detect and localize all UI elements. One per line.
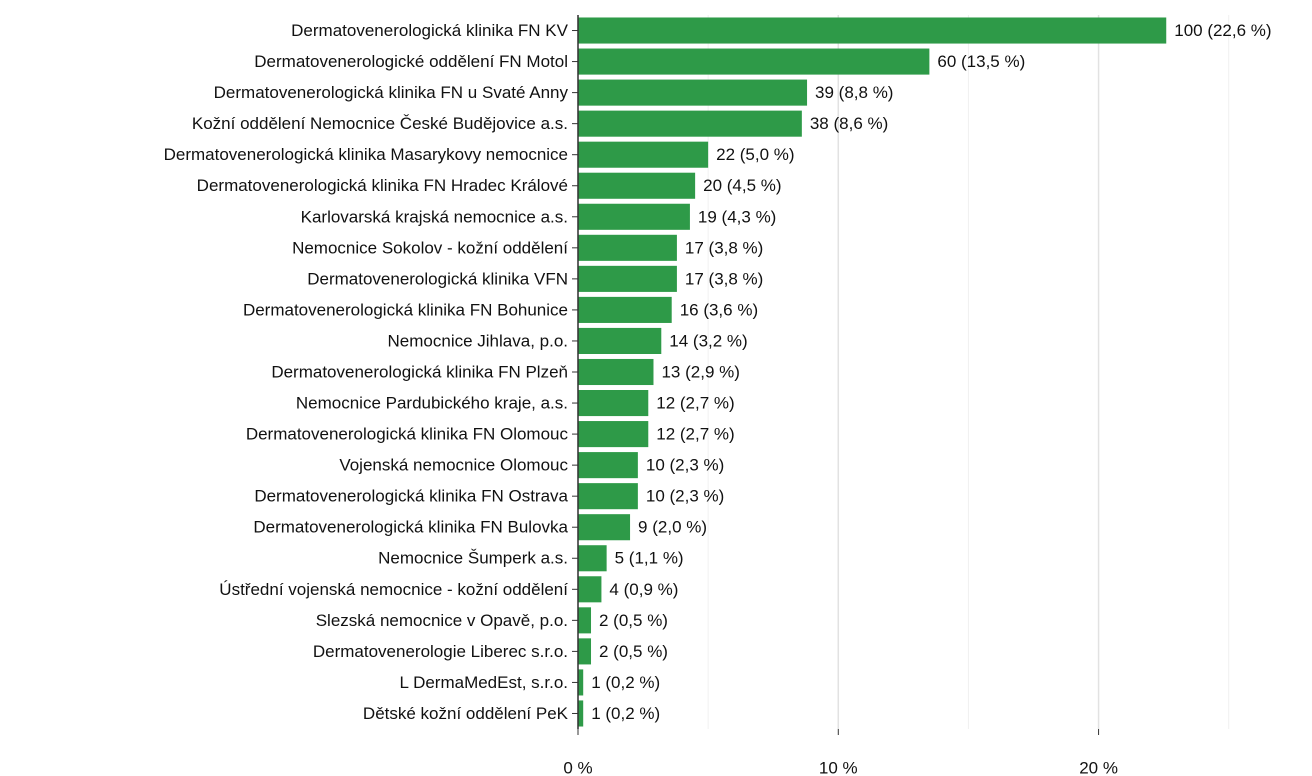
data-label: 1 (0,2 %): [591, 673, 660, 692]
data-label: 100 (22,6 %): [1174, 21, 1271, 40]
bar: [578, 421, 649, 448]
bar: [578, 483, 638, 510]
bar: [578, 265, 677, 292]
data-label: 9 (2,0 %): [638, 518, 707, 537]
data-label: 13 (2,9 %): [661, 362, 739, 381]
y-tick-label: Ústřední vojenská nemocnice - kožní oddě…: [219, 580, 568, 599]
bar: [578, 79, 808, 106]
data-label: 17 (3,8 %): [685, 269, 763, 288]
y-tick-label: Dermatovenerologická klinika VFN: [307, 269, 568, 288]
y-tick-label: Nemocnice Sokolov - kožní oddělení: [292, 238, 568, 257]
y-tick-label: Dermatovenerologická klinika FN Plzeň: [271, 362, 568, 381]
x-tick-label: 10 %: [819, 758, 858, 776]
data-label: 22 (5,0 %): [716, 145, 794, 164]
data-label: 4 (0,9 %): [609, 580, 678, 599]
data-label: 38 (8,6 %): [810, 114, 888, 133]
bar: [578, 296, 672, 323]
data-label: 17 (3,8 %): [685, 238, 763, 257]
x-tick-label: 20 %: [1079, 758, 1118, 776]
y-tick-label: Dermatovenerologická klinika FN u Svaté …: [214, 83, 569, 102]
y-tick-label: Karlovarská krajská nemocnice a.s.: [301, 207, 568, 226]
bar: [578, 669, 584, 696]
data-label: 14 (3,2 %): [669, 331, 747, 350]
bar: [578, 358, 654, 386]
y-tick-label: Dermatovenerologická klinika FN Olomouc: [246, 425, 569, 444]
bar: [578, 141, 709, 168]
bar: [578, 110, 802, 137]
data-label: 5 (1,1 %): [615, 549, 684, 568]
bar: [578, 17, 1167, 44]
data-label: 2 (0,5 %): [599, 642, 668, 661]
data-label: 10 (2,3 %): [646, 456, 724, 475]
bar: [578, 390, 649, 417]
data-label: 16 (3,6 %): [680, 300, 758, 319]
y-tick-label: Dermatovenerologická klinika FN Bohunice: [243, 300, 568, 319]
data-label: 60 (13,5 %): [937, 52, 1025, 71]
y-tick-label: Dětské kožní oddělení PeK: [363, 704, 569, 723]
y-tick-label: Kožní oddělení Nemocnice České Budějovic…: [192, 114, 568, 133]
data-label: 2 (0,5 %): [599, 611, 668, 630]
y-tick-label: Nemocnice Jihlava, p.o.: [388, 331, 568, 350]
data-label: 39 (8,8 %): [815, 83, 893, 102]
data-label: 19 (4,3 %): [698, 207, 776, 226]
bar: [578, 638, 592, 665]
y-tick-label: Nemocnice Šumperk a.s.: [378, 549, 568, 568]
y-tick-label: Dermatovenerologie Liberec s.r.o.: [313, 642, 568, 661]
bar: [578, 327, 662, 354]
bar: [578, 514, 631, 541]
y-tick-label: Dermatovenerologická klinika FN Ostrava: [254, 487, 568, 506]
y-tick-label: Dermatovenerologické oddělení FN Motol: [254, 52, 568, 71]
bar: [578, 452, 638, 479]
bar: [578, 203, 690, 230]
bar: [578, 234, 677, 261]
bar: [578, 700, 584, 727]
y-tick-label: Vojenská nemocnice Olomouc: [339, 456, 568, 475]
y-tick-label: Dermatovenerologická klinika Masarykovy …: [164, 145, 568, 164]
y-tick-label: Dermatovenerologická klinika FN KV: [291, 21, 568, 40]
data-label: 1 (0,2 %): [591, 704, 660, 723]
y-tick-label: Nemocnice Pardubického kraje, a.s.: [296, 394, 568, 413]
y-tick-label: Dermatovenerologická klinika FN Hradec K…: [197, 176, 568, 195]
data-label: 12 (2,7 %): [656, 425, 734, 444]
y-tick-label: Slezská nemocnice v Opavě, p.o.: [316, 611, 568, 630]
y-tick-label: L DermaMedEst, s.r.o.: [400, 673, 568, 692]
bar: [578, 576, 602, 603]
bar: [578, 48, 930, 75]
bar: [578, 172, 696, 199]
data-label: 12 (2,7 %): [656, 394, 734, 413]
bar: [578, 607, 592, 634]
data-label: 20 (4,5 %): [703, 176, 781, 195]
data-label: 10 (2,3 %): [646, 487, 724, 506]
y-tick-label: Dermatovenerologická klinika FN Bulovka: [253, 518, 568, 537]
x-tick-label: 0 %: [563, 758, 592, 776]
bar: [578, 545, 607, 572]
